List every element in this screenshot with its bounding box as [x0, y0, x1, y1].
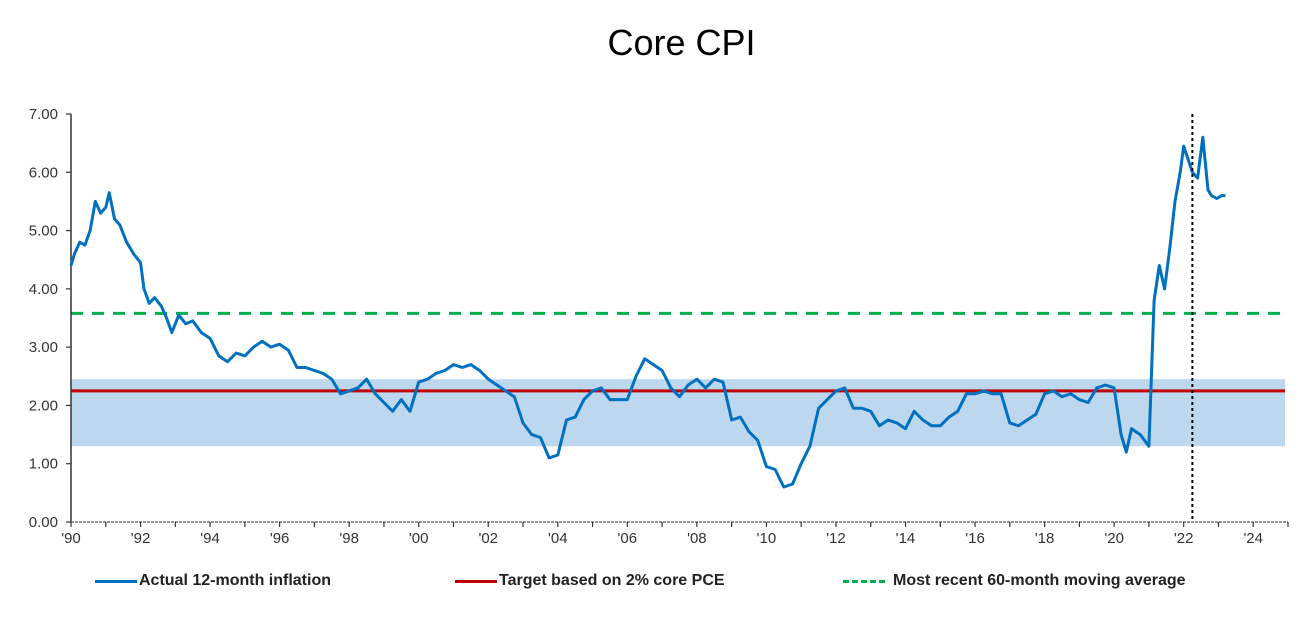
x-tick-label: '18 — [1035, 530, 1055, 547]
x-tick-label: '16 — [965, 530, 985, 547]
inflation-series-line — [69, 135, 1226, 489]
legend-label: Actual 12-month inflation — [139, 572, 331, 589]
x-tick-label: '10 — [757, 530, 777, 547]
x-tick-label: '08 — [687, 530, 707, 547]
y-tick-label: 1.00 — [29, 456, 58, 473]
x-tick-label: '22 — [1174, 530, 1194, 547]
x-tick-label: '06 — [618, 530, 638, 547]
legend-item-actual: Actual 12-month inflation — [95, 572, 331, 590]
legend-item-moving-average: Most recent 60-month moving average — [843, 572, 1186, 590]
x-tick-label: '98 — [339, 530, 359, 547]
y-tick-label: 7.00 — [29, 106, 58, 123]
y-tick-label: 6.00 — [29, 164, 58, 181]
y-tick-label: 0.00 — [29, 514, 58, 531]
legend-swatch-green-dashed-icon — [843, 579, 885, 583]
x-tick-label: '00 — [409, 530, 429, 547]
x-tick-label: '02 — [478, 530, 498, 547]
x-tick-label: '96 — [270, 530, 290, 547]
x-tick-label: '20 — [1104, 530, 1124, 547]
x-tick-label: '24 — [1243, 530, 1263, 547]
legend-item-target: Target based on 2% core PCE — [455, 572, 725, 590]
x-tick-label: '94 — [200, 530, 220, 547]
legend-swatch-blue-line-icon — [95, 579, 137, 583]
x-tick-label: '92 — [131, 530, 151, 547]
x-tick-label: '90 — [61, 530, 81, 547]
target-range-band — [71, 379, 1285, 447]
y-tick-label: 3.00 — [29, 339, 58, 356]
chart-title: Core CPI — [607, 22, 756, 63]
legend-label: Target based on 2% core PCE — [499, 572, 725, 589]
y-tick-label: 4.00 — [29, 281, 58, 298]
x-tick-label: '12 — [826, 530, 846, 547]
legend-swatch-red-line-icon — [455, 579, 497, 583]
legend-label: Most recent 60-month moving average — [893, 572, 1186, 589]
y-tick-label: 2.00 — [29, 397, 58, 414]
y-tick-label: 5.00 — [29, 223, 58, 240]
x-tick-label: '04 — [548, 530, 568, 547]
legend: Actual 12-month inflation Target based o… — [0, 572, 1309, 596]
x-tick-label: '14 — [896, 530, 916, 547]
